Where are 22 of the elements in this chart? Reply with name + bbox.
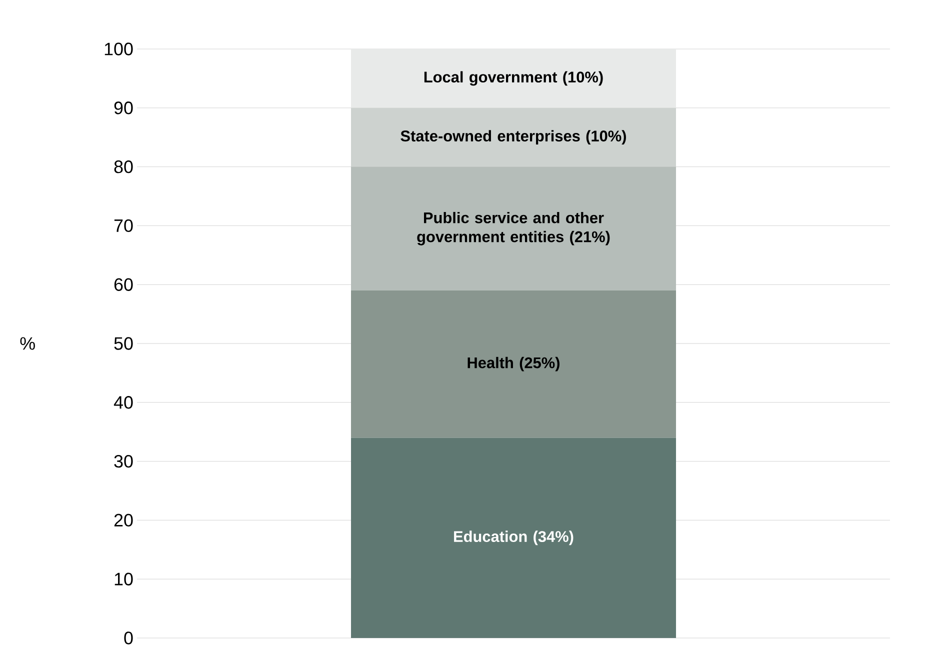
y-tick-label: 40 [114,396,133,409]
series-label: Education (34%) [454,530,574,546]
y-tick-label: 20 [114,514,133,527]
y-tick-label: 30 [114,454,133,468]
bar [351,438,676,638]
y-tick-label: 50 [114,337,133,350]
y-tick-label: 10 [114,572,133,586]
series-label: Health (25%) [468,356,560,372]
bar [351,108,676,167]
series-label: Local government (10%) [424,71,603,86]
y-tick-label: 70 [114,219,133,232]
bar [351,48,676,108]
bar [351,166,676,290]
y-tick-label: 100 [104,42,133,56]
y-tick-label: 90 [114,102,133,114]
y-tick-label: 80 [114,160,133,174]
y-axis-title: % [20,337,35,350]
y-tick-label: 0 [124,632,133,644]
y-tick-label: 60 [114,278,133,291]
bar [351,290,676,438]
series-label: State-owned enterprises (10%) [400,130,626,145]
series-label: Public service and other government entities (21%) [417,212,610,246]
